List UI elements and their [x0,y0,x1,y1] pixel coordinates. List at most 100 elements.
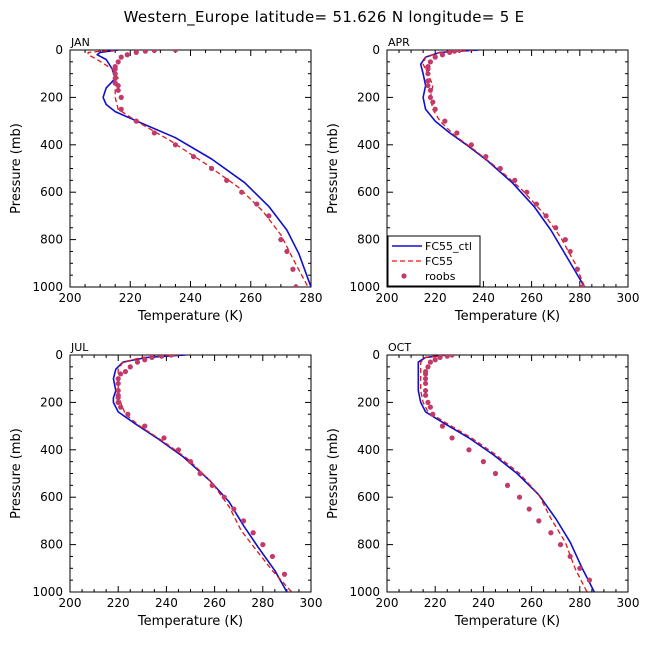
y-tick-label: 200 [357,395,380,409]
roobs-point [456,50,462,53]
y-tick-label: 0 [55,43,63,57]
y-axis-label: Pressure (mb) [326,428,341,519]
roobs-point [125,411,131,417]
roobs-point [118,54,124,60]
roobs-point [437,355,443,360]
roobs-point [124,52,130,58]
roobs-point [250,530,256,536]
roobs-point [175,447,182,453]
roobs-point [115,59,121,65]
legend-entry-label: FC55_ctl [425,240,472,253]
roobs-point [208,165,215,172]
roobs-point [115,399,121,405]
x-tick-label: 280 [568,596,591,610]
roobs-point [293,284,299,287]
roobs-point [115,376,121,382]
roobs-point [224,177,230,183]
roobs-point [512,177,518,183]
roobs-point [466,447,472,453]
x-tick-label: 240 [155,596,178,610]
y-tick-label: 0 [55,348,63,362]
roobs-point [430,99,436,105]
y-tick-label: 200 [40,90,63,104]
plot-area [419,50,586,287]
roobs-point [115,82,121,89]
y-tick-label: 200 [357,90,380,104]
x-tick-label: 300 [300,596,323,610]
roobs-point [142,423,148,429]
y-tick-label: 1000 [349,585,380,599]
roobs-point [567,553,573,560]
y-tick-label: 600 [40,490,63,504]
series-line-fc55-ctl [419,50,586,287]
roobs-point [442,118,448,124]
y-axis-label: Pressure (mb) [9,123,24,214]
roobs-point [161,435,167,441]
roobs-point [492,470,499,477]
roobs-point [158,355,165,359]
roobs-point [115,87,121,93]
roobs-point [427,59,433,65]
roobs-point [115,395,121,401]
roobs-point [449,355,455,358]
roobs-point [118,371,124,377]
x-tick-label: 220 [424,596,447,610]
roobs-point [149,355,155,360]
roobs-point [536,518,542,524]
roobs-point [427,359,433,365]
y-tick-label: 600 [357,490,380,504]
roobs-point [221,494,227,500]
y-axis-label: Pressure (mb) [9,428,24,519]
roobs-point [284,248,290,255]
roobs-point [533,201,540,207]
roobs-point [209,482,215,488]
series-line-fc55-ctl [112,355,288,592]
roobs-point [430,411,436,417]
roobs-point [168,355,174,358]
roobs-point [422,387,429,394]
x-tick-label: 200 [59,596,82,610]
roobs-point [425,71,431,77]
legend-entry-label: roobs [425,270,456,283]
roobs-point [112,71,118,77]
roobs-point [526,506,532,512]
roobs-point [432,357,438,363]
roobs-point [422,380,429,387]
y-tick-label: 400 [357,138,380,152]
roobs-point [574,266,580,272]
roobs-point [557,542,564,548]
x-tick-label: 260 [520,596,543,610]
panel-jul: 200 220 240 260 280 300 0 200 400 600 800 1000 Tempe… [9,341,322,629]
legend-entry-label: FC55 [425,255,453,268]
panel-apr: 200 220 240 260 280 300 0 200 400 600 800 1000 Tempe… [326,36,639,324]
roobs-point [133,50,139,55]
roobs-point [240,518,247,524]
series-line-fc55 [420,355,588,592]
y-tick-label: 800 [40,538,63,552]
roobs-point [577,565,583,571]
panel-oct: 200 220 240 260 280 300 0 200 400 600 800 1000 Tempe… [326,341,639,629]
y-tick-label: 1000 [32,585,63,599]
x-axis-label: Temperature (K) [454,614,560,629]
roobs-point [447,50,453,55]
plot-area [417,355,596,592]
roobs-point [266,213,272,219]
roobs-point [427,94,433,100]
roobs-point [422,371,429,377]
roobs-point [468,142,474,148]
x-tick-label: 280 [251,596,274,610]
roobs-point [451,50,458,54]
y-tick-label: 800 [357,538,380,552]
panel-label: OCT [388,341,411,354]
y-axis-label: Pressure (mb) [326,123,341,214]
y-tick-label: 200 [40,395,63,409]
x-tick-label: 200 [376,596,399,610]
x-tick-label: 280 [568,291,591,305]
x-axis-label: Temperature (K) [454,309,560,324]
roobs-point [425,364,431,370]
roobs-point [260,542,266,548]
roobs-point [524,189,530,195]
panel-jan: 200 220 240 260 280 0 200 400 600 800 1000 Temperat… [9,36,322,324]
roobs-point [269,553,276,560]
x-tick-label: 260 [203,596,226,610]
